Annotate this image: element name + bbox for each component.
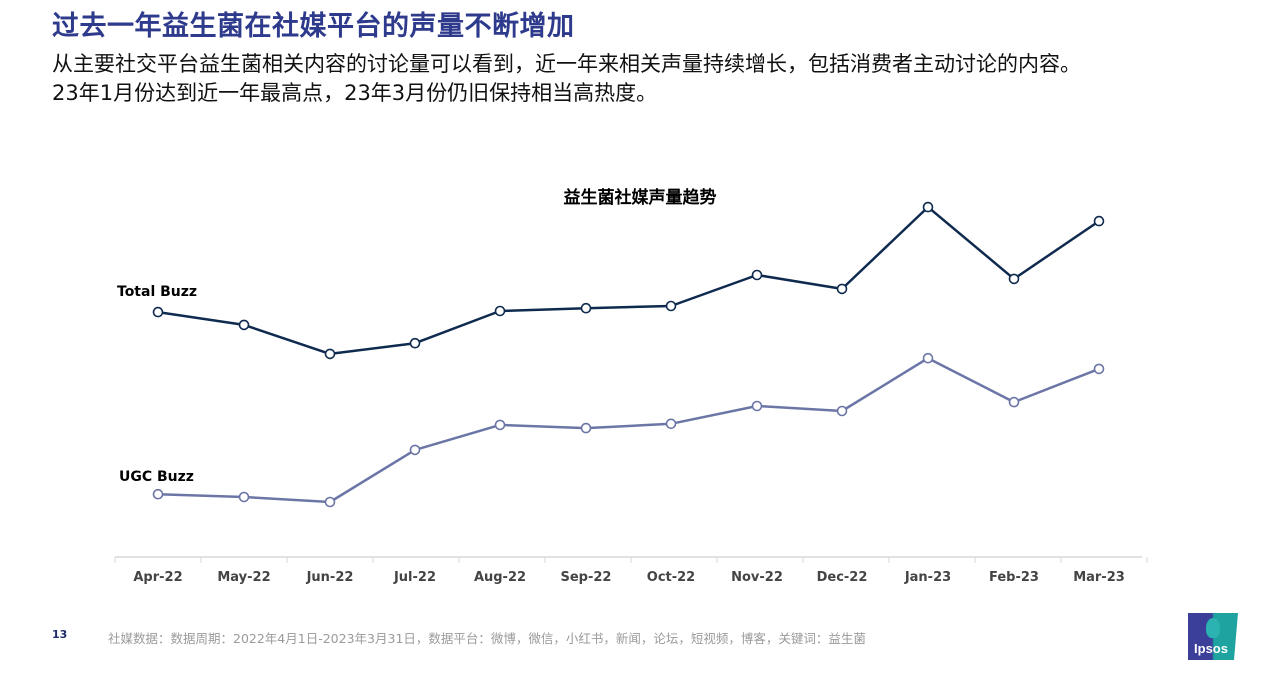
x-tick-label: Aug-22	[473, 570, 527, 585]
legend-ugc-buzz: UGC Buzz	[119, 469, 194, 485]
x-tick-label: Dec-22	[816, 570, 868, 585]
x-tick-label: Nov-22	[731, 570, 783, 585]
data-point-marker	[665, 418, 677, 430]
page-number: 13	[52, 628, 68, 641]
data-point-marker	[238, 319, 250, 331]
source-footnote: 社媒数据：数据周期：2022年4月1日-2023年3月31日，数据平台：微博，微…	[108, 631, 866, 646]
data-point-marker	[324, 496, 336, 508]
x-axis-labels: Apr-22 May-22 Jun-22 Jul-22 Aug-22 Sep-22 Oct-…	[0, 570, 1280, 590]
data-point-marker	[922, 201, 934, 213]
data-point-marker	[665, 300, 677, 312]
x-tick-label: Mar-23	[1073, 570, 1125, 585]
logo-head-icon	[1206, 618, 1220, 638]
data-point-marker	[751, 269, 763, 281]
series-line	[157, 356, 1100, 504]
x-tick-label: Apr-22	[133, 570, 183, 585]
data-point-marker	[409, 444, 421, 456]
data-point-marker	[152, 306, 164, 318]
legend-total-buzz: Total Buzz	[117, 284, 198, 300]
data-point-marker	[1008, 396, 1020, 408]
data-point-marker	[494, 419, 506, 431]
x-tick-label: May-22	[217, 570, 271, 585]
chart-title-text: 益生菌社媒声量趋势	[563, 188, 717, 208]
data-point-marker	[922, 352, 934, 364]
logo-text: Ipsos	[1194, 641, 1228, 656]
x-tick-label: Feb-23	[989, 570, 1039, 585]
chart-series	[152, 201, 1105, 508]
data-point-marker	[409, 337, 421, 349]
data-point-marker	[1093, 363, 1105, 375]
chart-title: 益生菌社媒声量趋势	[0, 183, 1280, 208]
data-point-marker	[324, 348, 336, 360]
x-tick-label: Oct-22	[646, 570, 696, 585]
data-point-marker	[152, 488, 164, 500]
subtitle-line-1: 从主要社交平台益生菌相关内容的讨论量可以看到，近一年来相关声量持续增长，包括消费…	[52, 52, 1081, 76]
data-point-marker	[836, 283, 848, 295]
data-point-marker	[580, 302, 592, 314]
x-axis	[114, 556, 1148, 563]
data-point-marker	[494, 305, 506, 317]
data-point-marker	[836, 405, 848, 417]
page-title: 过去一年益生菌在社媒平台的声量不断增加	[52, 11, 575, 42]
x-tick-label: Sep-22	[560, 570, 612, 585]
data-point-marker	[1008, 273, 1020, 285]
x-tick-label: Jan-23	[904, 570, 952, 585]
data-point-marker	[580, 422, 592, 434]
data-point-marker	[751, 400, 763, 412]
data-point-marker	[238, 491, 250, 503]
subtitle-line-2: 23年1月份达到近一年最高点，23年3月份仍旧保持相当高热度。	[52, 81, 658, 105]
series-line	[157, 205, 1100, 356]
data-point-marker	[1093, 215, 1105, 227]
page-subtitle: 从主要社交平台益生菌相关内容的讨论量可以看到，近一年来相关声量持续增长，包括消费…	[52, 50, 1272, 108]
ipsos-logo: Ipsos	[1188, 613, 1238, 660]
x-tick-label: Jul-22	[393, 570, 437, 585]
x-tick-label: Jun-22	[306, 570, 354, 585]
